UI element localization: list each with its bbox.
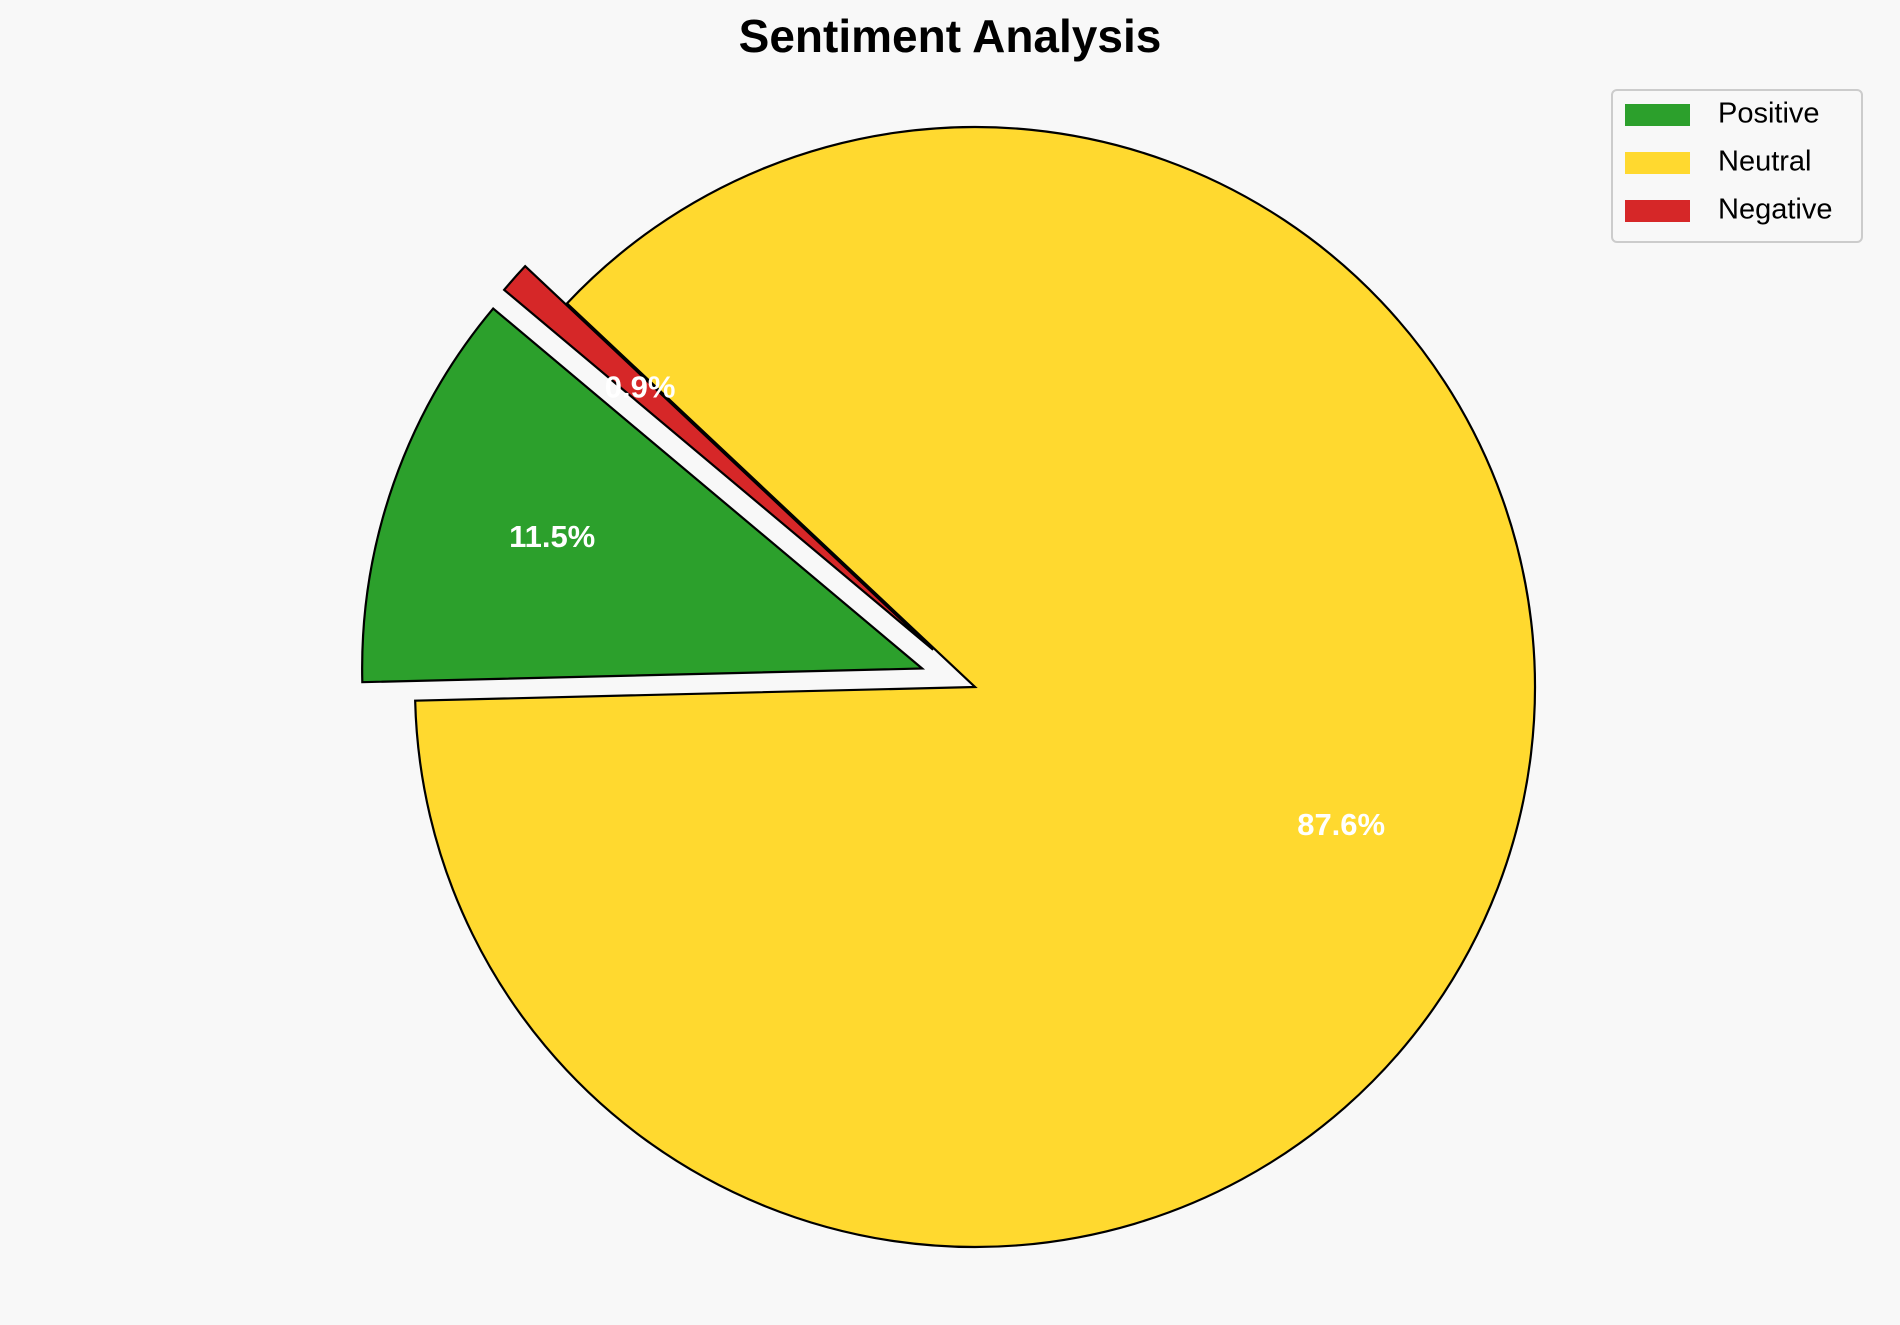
chart-title: Sentiment Analysis [739, 10, 1162, 62]
legend-swatch [1625, 104, 1690, 126]
pie-slice [414, 125, 1537, 1249]
slice-label: 87.6% [1297, 807, 1385, 842]
legend-label: Neutral [1718, 146, 1812, 178]
slice-label: 0.9% [605, 370, 676, 405]
legend-label: Negative [1718, 194, 1832, 226]
legend-swatch [1625, 152, 1690, 174]
legend-swatch [1625, 200, 1690, 222]
slice-label: 11.5% [509, 519, 595, 554]
pie-slice [361, 306, 926, 684]
pie-slice [502, 264, 934, 651]
legend-label: Positive [1718, 98, 1820, 130]
